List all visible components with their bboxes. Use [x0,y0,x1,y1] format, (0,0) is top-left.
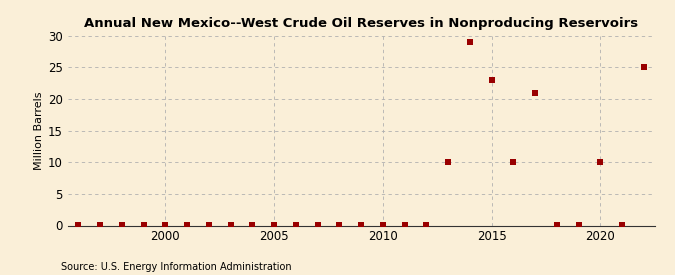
Point [377,223,388,227]
Point [617,223,628,227]
Point [639,65,649,70]
Point [73,223,84,227]
Point [573,223,584,227]
Point [160,223,171,227]
Point [464,40,475,44]
Text: Source: U.S. Energy Information Administration: Source: U.S. Energy Information Administ… [61,262,292,272]
Point [530,90,541,95]
Y-axis label: Million Barrels: Million Barrels [34,91,44,170]
Point [595,160,605,164]
Point [313,223,323,227]
Point [182,223,192,227]
Point [290,223,301,227]
Point [356,223,367,227]
Point [399,223,410,227]
Point [138,223,149,227]
Point [508,160,519,164]
Point [203,223,214,227]
Point [421,223,432,227]
Point [334,223,345,227]
Point [225,223,236,227]
Point [117,223,128,227]
Title: Annual New Mexico--West Crude Oil Reserves in Nonproducing Reservoirs: Annual New Mexico--West Crude Oil Reserv… [84,17,638,31]
Point [551,223,562,227]
Point [269,223,279,227]
Point [486,78,497,82]
Point [247,223,258,227]
Point [95,223,105,227]
Point [443,160,454,164]
